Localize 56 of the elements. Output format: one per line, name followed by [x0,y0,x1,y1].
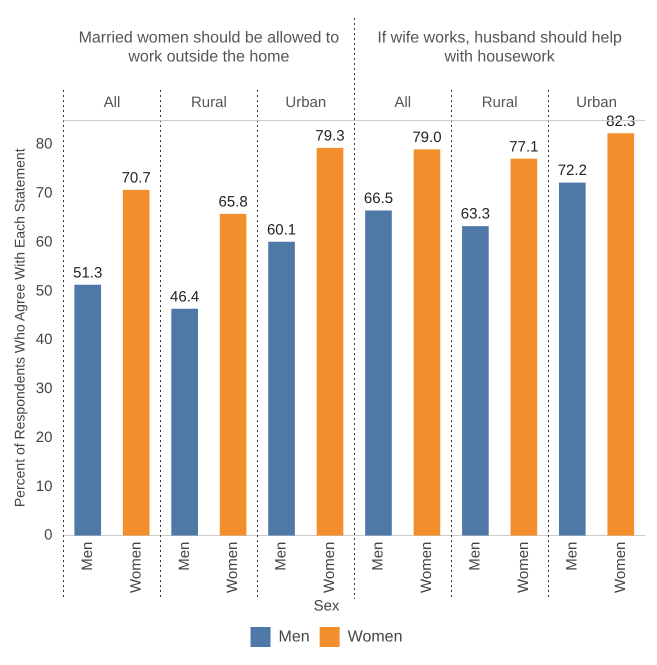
x-tick-label: Men [466,542,484,571]
x-tick-label: Men [78,542,96,571]
x-tick-label: Men [176,542,193,571]
data-label: 65.8 [218,194,248,211]
x-tick-label: Women [418,542,436,594]
y-tick-label: 0 [44,526,52,544]
x-tick-label: Women [514,542,532,594]
bar [220,214,246,536]
legend-title: Sex [314,598,340,615]
x-tick-label: Men [370,542,387,571]
y-tick-label: 20 [36,428,52,446]
bar [558,182,586,536]
bar [122,190,150,536]
bar [171,308,198,536]
x-tick-label: Men [272,542,290,571]
y-tick-label: 80 [36,136,52,153]
data-label: 46.4 [170,288,200,306]
x-tick-label: Women [127,542,144,594]
y-tick-label: 70 [36,184,52,202]
bar [510,158,538,536]
text: Rural [190,94,227,112]
data-label: 70.7 [122,170,151,187]
data-label: 60.1 [266,221,296,238]
text: Married women should be allowed to work outside the home [78,29,340,66]
text: Rural [482,94,518,112]
bar [365,210,392,536]
text: Urban [576,94,617,112]
y-tick-label: 40 [36,331,52,348]
text: Urban [285,94,326,112]
y-tick-label: 60 [36,233,52,250]
bar [268,242,295,536]
legend-label: Women [348,628,402,646]
y-tick-label: 30 [36,380,52,398]
bar [414,149,440,536]
y-tick-label: 10 [36,478,52,495]
legend-label: Men [278,628,310,646]
bar [316,148,344,536]
text: If wife works, husband should help with housework [377,29,622,66]
bar [74,284,102,536]
data-label: 51.3 [73,264,102,282]
data-label: 77.1 [509,138,538,156]
x-tick-label: Women [612,542,629,594]
y-axis-title: Percent of Respondents Who Agree With Each Statement [11,148,28,508]
y-tick-label: 50 [36,282,52,300]
data-label: 79.3 [315,128,345,145]
bar [607,133,634,536]
x-tick-label: Men [563,542,580,571]
x-tick-label: Women [321,542,338,594]
data-label: 66.5 [364,190,394,208]
data-label: 72.2 [558,162,587,180]
text: All [394,94,412,112]
data-label: 63.3 [460,206,490,223]
text: All [104,94,120,112]
x-tick-label: Women [224,542,242,594]
data-label: 79.0 [412,128,442,146]
bar [462,226,489,536]
